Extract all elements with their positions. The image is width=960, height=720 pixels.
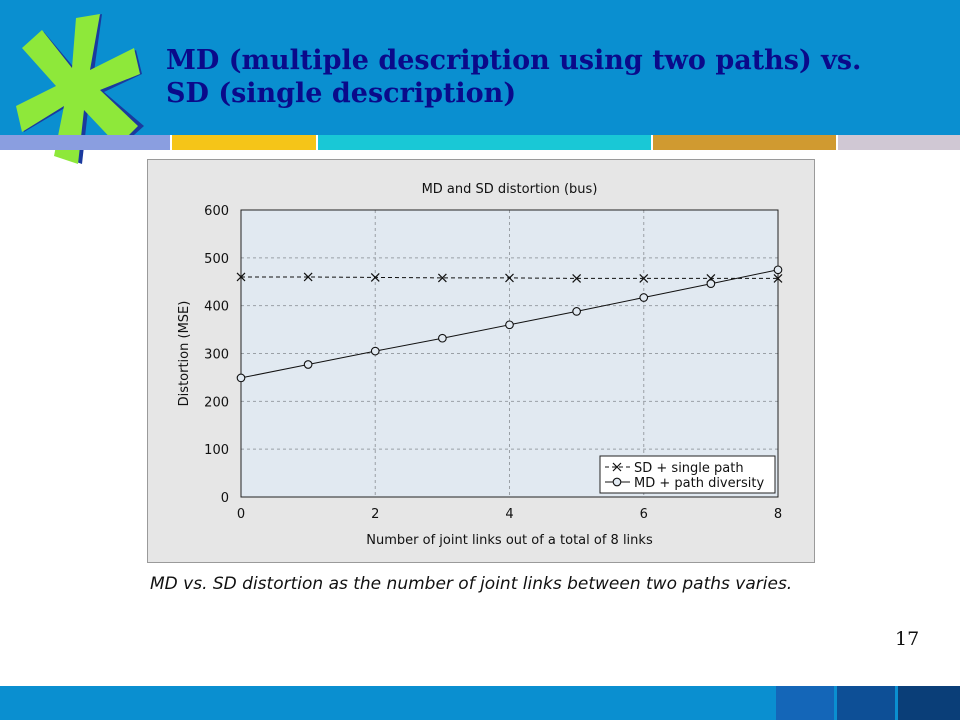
data-point — [236, 373, 246, 383]
data-point — [572, 307, 581, 316]
page-number: 17 — [895, 628, 920, 650]
legend-label: MD + path diversity — [634, 476, 764, 491]
legend-marker — [612, 477, 622, 487]
y-tick-label: 300 — [204, 348, 229, 363]
data-point — [437, 273, 447, 283]
plot-area — [241, 210, 778, 497]
y-axis-label: Distortion (MSE) — [177, 301, 192, 407]
y-tick-label: 400 — [204, 300, 229, 315]
x-tick-label: 4 — [505, 507, 513, 522]
y-tick-label: 0 — [221, 491, 229, 506]
strip-segment — [838, 135, 960, 150]
data-point — [639, 273, 649, 283]
chart-title: MD and SD distortion (bus) — [422, 182, 598, 197]
data-point — [438, 333, 447, 343]
strip-segment — [318, 135, 651, 150]
data-point — [706, 279, 716, 289]
footer-bar — [0, 686, 960, 720]
strip-segment — [172, 135, 316, 150]
x-tick-label: 6 — [640, 507, 648, 522]
data-point — [370, 273, 380, 282]
data-point — [505, 320, 514, 330]
x-tick-label: 8 — [774, 507, 782, 522]
data-point — [303, 272, 313, 282]
footer-box — [898, 686, 960, 720]
footer-box — [837, 686, 895, 720]
x-tick-label: 2 — [371, 507, 379, 522]
plot-border — [240, 209, 779, 498]
data-point — [773, 273, 783, 283]
data-point — [370, 346, 380, 356]
slide-title: MD (multiple description using two paths… — [166, 45, 862, 109]
asterisk-logo-icon — [16, 14, 144, 164]
header-bar — [0, 0, 960, 135]
color-strip — [0, 135, 960, 150]
strip-segment — [0, 135, 170, 150]
data-point — [572, 273, 582, 283]
legend-marker — [612, 462, 622, 472]
chart-frame: 0 2 4 6 8 0 100 200 300 400 500 600 MD and SD distor… — [147, 159, 815, 563]
figure-caption: MD vs. SD distortion as the number of jo… — [150, 574, 793, 594]
data-point — [236, 272, 246, 282]
data-point — [639, 293, 649, 302]
legend-box — [599, 455, 776, 494]
data-point — [303, 360, 313, 369]
x-tick-label: 0 — [237, 507, 245, 522]
y-tick-label: 200 — [204, 395, 229, 410]
y-tick-label: 500 — [204, 252, 229, 267]
x-axis-label: Number of joint links out of a total of … — [366, 533, 653, 548]
data-point — [505, 273, 514, 283]
data-point — [773, 265, 783, 275]
chart: 0 2 4 6 8 0 100 200 300 400 500 600 MD and SD distor… — [177, 182, 783, 548]
y-tick-label: 100 — [204, 443, 229, 458]
footer-box — [776, 686, 834, 720]
y-tick-label: 600 — [204, 204, 229, 219]
strip-segment — [653, 135, 836, 150]
legend-label: SD + single path — [634, 461, 744, 476]
